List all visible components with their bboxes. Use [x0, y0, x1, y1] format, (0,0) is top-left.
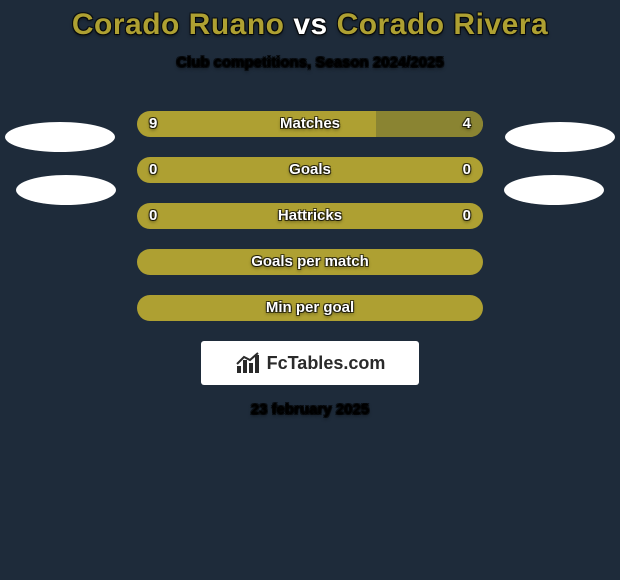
player-b-name: Corado Rivera — [337, 8, 549, 41]
stat-value-a: 9 — [149, 111, 157, 137]
stat-row: Hattricks0 0 — [137, 203, 483, 229]
stat-label: Hattricks — [137, 203, 483, 229]
subtitle: Club competitions, Season 2024/2025 — [0, 54, 620, 71]
stat-label: Min per goal — [137, 295, 483, 321]
stat-row: Min per goal — [137, 295, 483, 321]
stat-row: Matches9 4 — [137, 111, 483, 137]
stat-label: Goals — [137, 157, 483, 183]
page-title: Corado Ruano vs Corado Rivera — [0, 0, 620, 42]
stat-label: Matches — [137, 111, 483, 137]
stat-row: Goals0 0 — [137, 157, 483, 183]
stat-label: Goals per match — [137, 249, 483, 275]
comparison-chart: Corado Ruano vs Corado Rivera Club compe… — [0, 0, 620, 580]
vs-text: vs — [285, 8, 337, 41]
stat-value-b: 4 — [463, 111, 471, 137]
stat-row: Goals per match — [137, 249, 483, 275]
stat-value-a: 0 — [149, 157, 157, 183]
fctables-logo: FcTables.com — [201, 341, 419, 385]
stat-rows: Matches94Goals00Hattricks00Goals per mat… — [0, 111, 620, 321]
stat-value-a: 0 — [149, 203, 157, 229]
bars-icon — [235, 352, 261, 374]
stat-value-b: 0 — [463, 157, 471, 183]
chart-date: 23 february 2025 — [0, 401, 620, 418]
logo-text: FcTables.com — [267, 353, 386, 374]
stat-value-b: 0 — [463, 203, 471, 229]
player-a-name: Corado Ruano — [72, 8, 285, 41]
